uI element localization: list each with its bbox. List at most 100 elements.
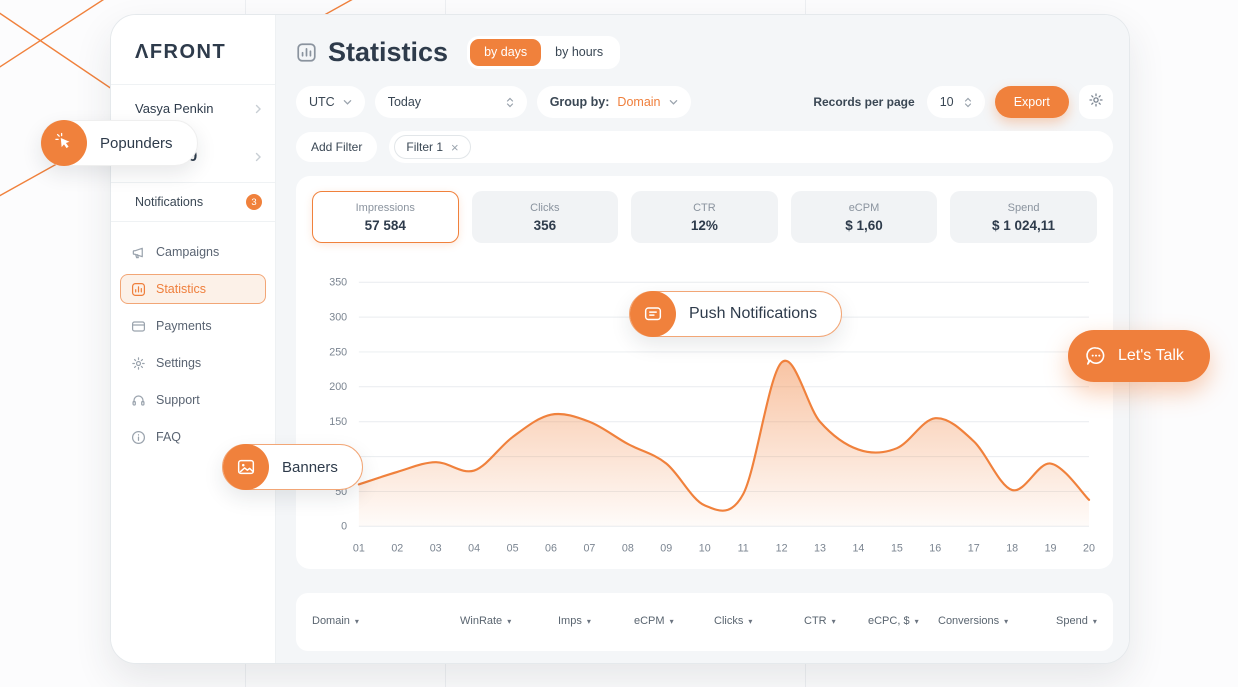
sidebar-item-faq[interactable]: FAQ [120,422,266,452]
svg-text:15: 15 [891,543,903,555]
svg-text:08: 08 [622,543,634,555]
column-header-spend[interactable]: Spend ▾ [1056,615,1097,627]
records-per-page-label: Records per page [813,95,915,109]
svg-text:09: 09 [660,543,672,555]
filter-bar[interactable]: Filter 1 × [389,131,1113,163]
svg-text:06: 06 [545,543,557,555]
svg-text:07: 07 [583,543,595,555]
toggle-by-hours[interactable]: by hours [541,39,617,66]
date-range-select[interactable]: Today [374,86,527,118]
svg-text:150: 150 [329,416,347,428]
sidebar-item-settings[interactable]: Settings [120,348,266,378]
svg-text:04: 04 [468,543,480,555]
sidebar-item-label: Statistics [156,282,207,296]
main-content: Statistics by days by hours UTC Today Gr… [276,15,1129,663]
headset-icon [131,393,146,408]
message-icon [630,291,676,337]
sort-caret-icon: ▾ [1004,616,1009,626]
svg-text:50: 50 [335,486,347,498]
stat-value: 57 584 [364,217,406,233]
sidebar-item-statistics[interactable]: Statistics [120,274,266,304]
period-toggle: by days by hours [467,35,621,69]
stat-value: 356 [533,217,557,233]
sort-caret-icon: ▾ [507,616,512,626]
date-range-value: Today [387,95,422,109]
column-header-clicks[interactable]: Clicks ▾ [714,615,753,627]
sidebar-item-payments[interactable]: Payments [120,311,266,341]
svg-text:0: 0 [341,521,347,533]
notifications-badge: 3 [246,194,262,210]
close-icon[interactable]: × [451,139,459,155]
svg-text:16: 16 [929,543,941,555]
sidebar-item-campaigns[interactable]: Campaigns [120,237,266,267]
results-table: Domain ▾ WinRate ▾ Imps ▾ eCPM ▾ Clicks ▾ CTR… [296,593,1113,651]
timezone-value: UTC [309,95,335,109]
stat-card-clicks[interactable]: Clicks 356 [471,191,619,243]
add-filter-button[interactable]: Add Filter [296,132,378,162]
svg-text:18: 18 [1006,543,1018,555]
lets-talk-button[interactable]: Let's Talk [1068,330,1210,382]
stat-card-impressions[interactable]: Impressions 57 584 [312,191,459,243]
stat-label: Spend [1007,201,1040,214]
stat-label: Impressions [355,201,415,214]
stat-value: $ 1,60 [845,217,883,233]
popunders-label: Popunders [100,134,173,152]
gear-icon [1088,92,1104,113]
sidebar-item-label: Campaigns [156,245,220,259]
sort-caret-icon: ▾ [914,616,919,626]
export-button[interactable]: Export [994,86,1069,118]
filter-chip[interactable]: Filter 1 × [394,135,471,159]
cursor-click-icon [41,120,87,166]
svg-text:05: 05 [507,543,519,555]
group-by-select[interactable]: Group by: Domain [536,86,691,118]
payments-icon [131,319,146,334]
sidebar: ΛFRONT Vasya Penkin $ 10 000 Notificatio… [111,15,276,663]
records-per-page-value: 10 [939,95,954,109]
chevron-right-icon [255,151,262,163]
group-by-label: Group by: [549,95,610,109]
stat-label: CTR [693,201,716,214]
timezone-select[interactable]: UTC [296,86,365,118]
sort-caret-icon: ▾ [354,616,359,626]
column-header-conversions[interactable]: Conversions ▾ [938,615,1009,627]
divider [111,221,275,222]
svg-text:12: 12 [776,543,788,555]
sidebar-item-label: Support [156,393,200,407]
table-settings-button[interactable] [1078,85,1113,119]
statistics-icon [131,282,146,297]
column-header-ecpm[interactable]: eCPM ▾ [634,615,674,627]
popunders-badge[interactable]: Popunders [40,120,198,166]
chart-card: Impressions 57 584 Clicks 356 CTR 12% eC… [296,176,1113,569]
stat-value: $ 1 024,11 [991,217,1056,233]
gear-icon [131,356,146,371]
column-header-ecpc[interactable]: eCPC, $ ▾ [868,615,919,627]
stat-card-ctr[interactable]: CTR 12% [631,191,778,243]
records-per-page-stepper[interactable]: 10 [926,86,985,118]
user-name: Vasya Penkin [135,101,214,116]
push-notifications-badge[interactable]: Push Notifications [629,291,843,337]
sort-caret-icon: ▾ [748,616,753,626]
column-header-imps[interactable]: Imps ▾ [558,615,591,627]
column-header-domain[interactable]: Domain ▾ [312,615,359,627]
notifications-row[interactable]: Notifications 3 [111,183,275,221]
banners-badge[interactable]: Banners [222,444,363,490]
column-header-ctr[interactable]: CTR ▾ [804,615,836,627]
svg-text:300: 300 [329,312,347,324]
push-notifications-label: Push Notifications [689,305,818,322]
toggle-by-days[interactable]: by days [470,38,542,66]
sidebar-item-label: FAQ [156,430,182,444]
stepper-icon [964,97,972,108]
column-header-winrate[interactable]: WinRate ▾ [460,615,512,627]
sidebar-item-support[interactable]: Support [120,385,266,415]
sort-caret-icon: ▾ [586,616,591,626]
group-by-value: Domain [617,95,661,109]
table-header-row: Domain ▾ WinRate ▾ Imps ▾ eCPM ▾ Clicks ▾ CTR… [312,615,1097,627]
sidebar-menu: Campaigns Statistics Payments [111,222,275,467]
svg-text:250: 250 [329,346,347,358]
svg-text:13: 13 [814,543,826,555]
stat-label: Clicks [530,201,560,214]
campaigns-icon [131,245,146,260]
stat-card-ecpm[interactable]: eCPM $ 1,60 [790,191,938,243]
sidebar-item-label: Settings [156,356,202,370]
stat-card-spend[interactable]: Spend $ 1 024,11 [950,191,1097,243]
